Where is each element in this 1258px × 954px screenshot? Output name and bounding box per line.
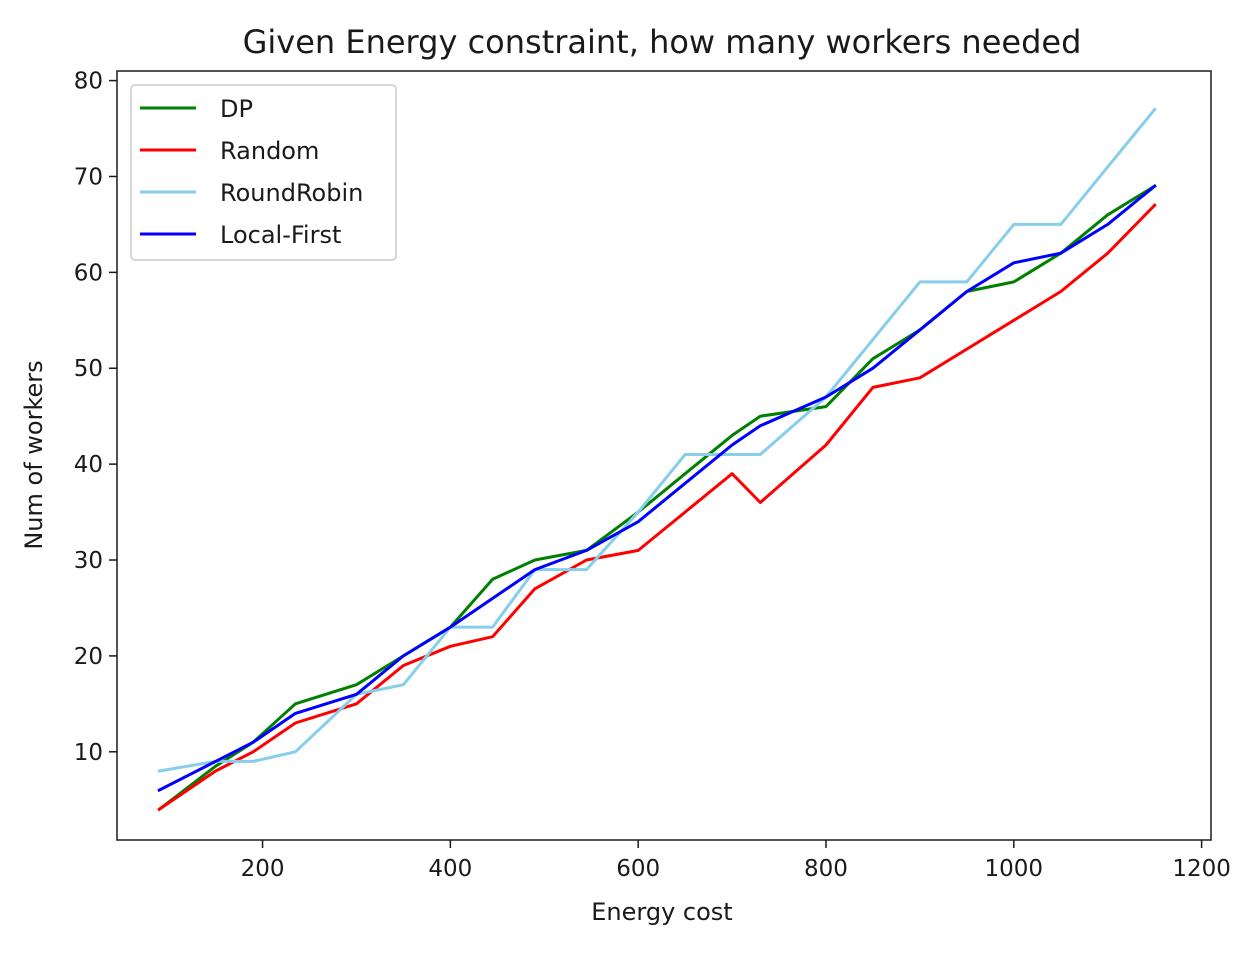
- x-tick-label: 200: [241, 856, 285, 882]
- series-line-roundrobin: [157, 107, 1157, 773]
- y-tick-label: 40: [74, 452, 103, 478]
- legend-box: [130, 84, 397, 261]
- legend-label-dp: DP: [220, 95, 253, 123]
- legend: DP Random RoundRobin Local-First: [130, 84, 397, 261]
- y-tick-label: 70: [74, 164, 103, 190]
- x-tick-label: 1000: [985, 856, 1044, 882]
- legend-label-local-first: Local-First: [220, 221, 341, 249]
- y-tick-label: 20: [74, 644, 103, 670]
- chart-title: Given Energy constraint, how many worker…: [243, 23, 1082, 61]
- x-axis-label: Energy cost: [591, 898, 732, 926]
- plot-frame: [116, 70, 1212, 841]
- series-layer: [157, 107, 1157, 812]
- x-tick-label: 600: [616, 856, 660, 882]
- x-tick-label: 400: [428, 856, 472, 882]
- legend-label-random: Random: [220, 137, 319, 165]
- series-line-random: [157, 203, 1157, 812]
- x-tick-label: 800: [804, 856, 848, 882]
- y-axis: 10 20 30 40 50 60 70 80: [74, 69, 117, 766]
- series-line-local-first: [157, 183, 1157, 793]
- x-axis: 200 400 600 800 1000 1200: [241, 840, 1231, 882]
- y-tick-label: 60: [74, 260, 103, 286]
- y-tick-label: 80: [74, 69, 103, 95]
- x-tick-label: 1200: [1172, 856, 1231, 882]
- y-tick-label: 30: [74, 548, 103, 574]
- y-tick-label: 50: [74, 356, 103, 382]
- legend-label-roundrobin: RoundRobin: [220, 179, 363, 207]
- series-line-dp: [157, 184, 1157, 812]
- y-tick-label: 10: [74, 740, 103, 766]
- y-axis-label: Num of workers: [20, 360, 48, 549]
